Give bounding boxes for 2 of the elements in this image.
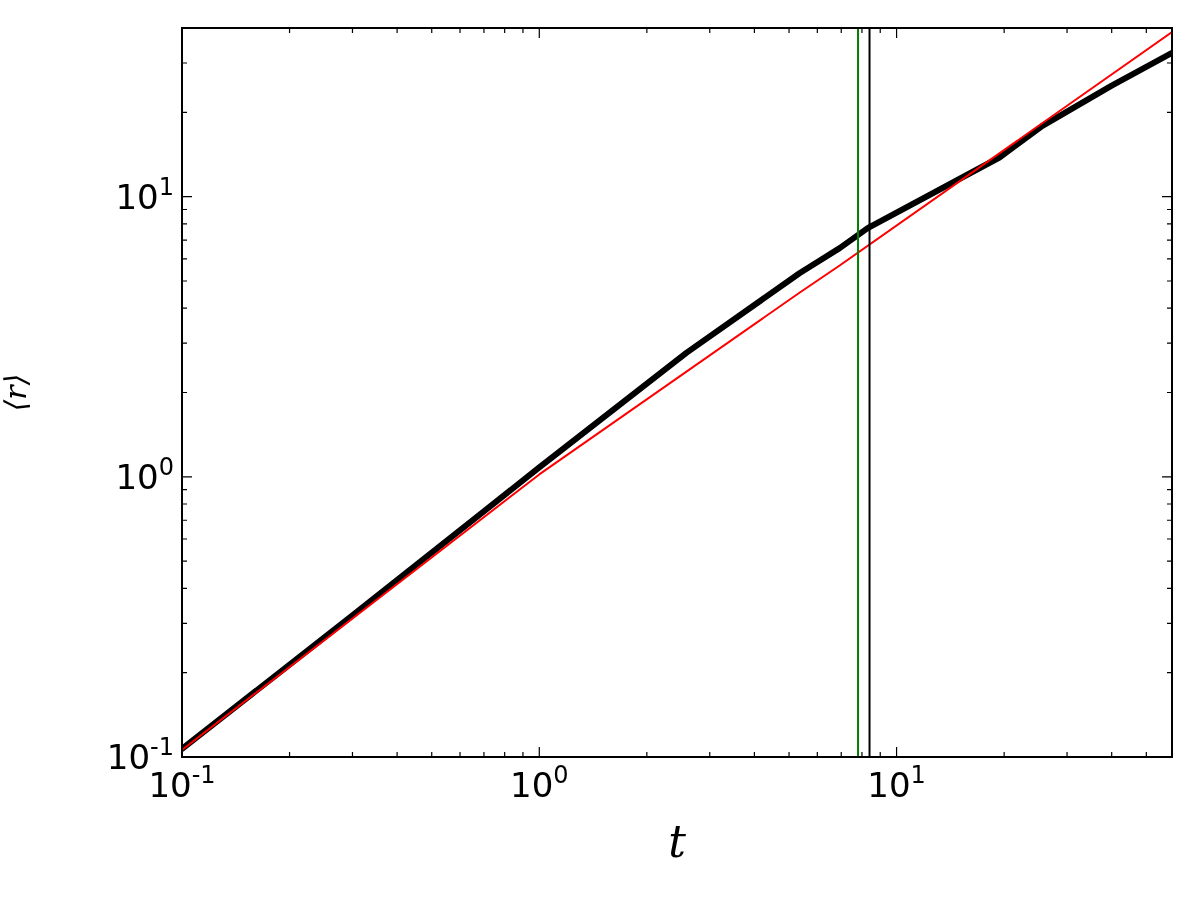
y-axis-title: ⟨r⟩ <box>0 373 33 412</box>
x-axis-title: t <box>668 816 687 868</box>
